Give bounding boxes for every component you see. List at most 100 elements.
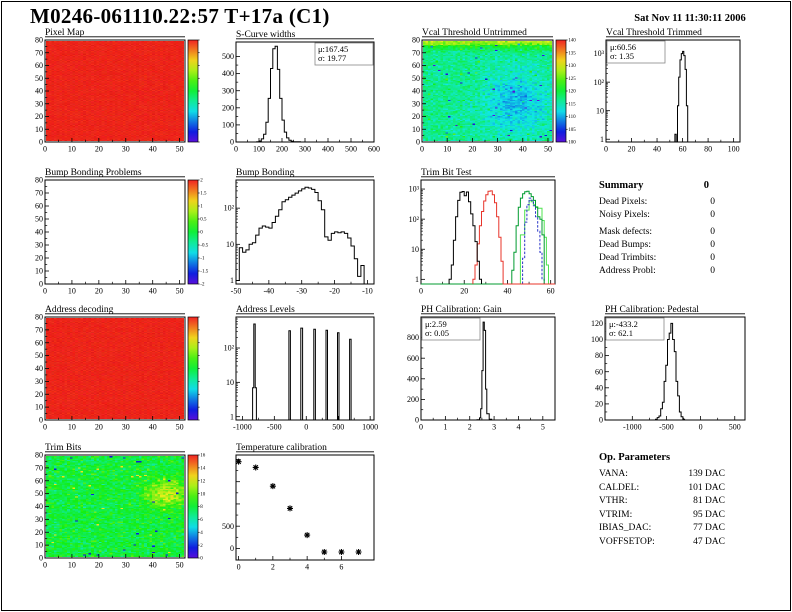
svg-text:10: 10	[412, 125, 420, 134]
svg-text:60: 60	[35, 61, 43, 70]
bump-bonding-chart: Bump Bonding -50 -40 -30 -20 -10 1 10 10²	[224, 168, 375, 296]
svg-text:70: 70	[35, 325, 43, 334]
svg-text:30: 30	[35, 99, 43, 108]
svg-text:500: 500	[332, 423, 344, 432]
summary-row: Address Probl: 0	[599, 265, 723, 278]
svg-text:2: 2	[200, 544, 203, 549]
svg-text:0: 0	[230, 138, 234, 147]
summary-row: Dead Pixels: 0	[599, 196, 723, 209]
colorbar	[187, 454, 199, 559]
svg-text:6: 6	[339, 563, 343, 572]
summary-row: Dead Bumps: 0	[599, 239, 723, 252]
op-parameters-title: Op. Parameters	[599, 452, 671, 463]
svg-text:1000: 1000	[362, 423, 378, 432]
svg-text:0: 0	[415, 416, 419, 425]
op-row-value: 81 DAC	[693, 496, 725, 506]
svg-text:0.5: 0.5	[200, 218, 207, 223]
svg-text:-1000: -1000	[623, 423, 642, 432]
svg-text:10²: 10²	[409, 215, 420, 224]
svg-text:10²: 10²	[594, 78, 605, 87]
svg-text:0: 0	[419, 423, 423, 432]
svg-text:0: 0	[43, 423, 47, 432]
svg-text:8: 8	[200, 505, 203, 510]
svg-text:5: 5	[541, 423, 545, 432]
chart-title: Bump Bonding	[236, 168, 295, 178]
svg-text:1.5: 1.5	[200, 192, 207, 197]
svg-text:20: 20	[35, 254, 43, 263]
svg-text:10: 10	[68, 561, 76, 570]
svg-text:30: 30	[122, 145, 130, 154]
vcal-untrimmed-heatmap	[423, 41, 552, 141]
stat-sigma: σ: 1.35	[610, 51, 634, 61]
scatter-point	[235, 458, 242, 465]
svg-text:6: 6	[200, 518, 203, 523]
svg-text:40: 40	[519, 145, 527, 154]
address-decoding-heatmap	[46, 318, 184, 419]
op-row-label: VTHR:	[599, 496, 628, 506]
svg-text:40: 40	[653, 145, 661, 154]
svg-text:0: 0	[43, 561, 47, 570]
histogram-series	[476, 321, 493, 421]
svg-text:30: 30	[35, 515, 43, 524]
svg-text:115: 115	[568, 102, 576, 107]
svg-text:300: 300	[299, 145, 311, 154]
chart-title: PH Calibration: Gain	[421, 305, 502, 315]
op-row-label: CALDEL:	[599, 482, 640, 493]
histogram-series	[256, 45, 303, 143]
svg-text:20: 20	[95, 145, 103, 154]
op-row-value: 139 DAC	[688, 469, 725, 479]
svg-text:10: 10	[68, 423, 76, 432]
colorbar	[187, 39, 199, 143]
op-parameters-panel: Op. Parameters VANA: 139 DAC CALDEL: 101 DA…	[599, 452, 731, 549]
svg-text:50: 50	[176, 287, 184, 296]
svg-text:20: 20	[595, 400, 603, 409]
stats-box: μ:60.56σ: 1.35	[606, 40, 666, 64]
svg-text:2: 2	[468, 423, 472, 432]
svg-text:0: 0	[604, 145, 608, 154]
op-row-label: IBIAS_DAC:	[599, 523, 652, 533]
temp-calibration-chart: Temperature calibration 0 2 4 6 0 500	[222, 443, 375, 572]
svg-text:100: 100	[728, 145, 740, 154]
op-row-label: VANA:	[599, 469, 628, 479]
svg-text:0: 0	[39, 138, 43, 147]
stats-box: μ:-433.2σ: 62.1	[605, 317, 665, 341]
plot-frame	[604, 316, 746, 421]
svg-text:10: 10	[226, 240, 234, 249]
svg-text:100: 100	[253, 145, 265, 154]
trim-bit-test-chart: Trim Bit Test 0 20 40 60 1 10 10² 10³	[409, 168, 556, 296]
plot-frame	[421, 39, 554, 143]
svg-text:80: 80	[35, 451, 43, 460]
plot-frame	[44, 39, 186, 143]
svg-text:1: 1	[230, 412, 234, 421]
svg-text:40: 40	[35, 87, 43, 96]
svg-text:1: 1	[443, 423, 447, 432]
svg-text:0: 0	[420, 145, 424, 154]
scatter-point	[269, 483, 276, 490]
stat-mu: μ:60.56	[610, 42, 636, 52]
svg-text:-500: -500	[267, 423, 282, 432]
svg-text:30: 30	[35, 377, 43, 386]
svg-text:0: 0	[419, 287, 423, 296]
histogram-series	[655, 322, 686, 420]
svg-text:20: 20	[460, 287, 468, 296]
svg-text:70: 70	[35, 48, 43, 57]
pixel-map-chart: Pixel Map 0 10 20 30 40 50 0 10 20 30 40 50 60 70 80	[35, 28, 200, 154]
op-row-label: VTRIM:	[599, 509, 633, 520]
plot-frame	[420, 179, 556, 285]
chart-title: Address Levels	[236, 305, 295, 315]
svg-text:20: 20	[35, 112, 43, 121]
svg-text:30: 30	[494, 145, 502, 154]
svg-text:50: 50	[176, 145, 184, 154]
chart-title: Trim Bits	[45, 443, 82, 453]
svg-text:50: 50	[176, 561, 184, 570]
svg-text:-1.5: -1.5	[200, 270, 208, 275]
svg-text:2: 2	[271, 563, 275, 572]
svg-text:80: 80	[35, 313, 43, 322]
svg-text:50: 50	[412, 74, 420, 83]
svg-text:50: 50	[176, 423, 184, 432]
chart-title: Pixel Map	[45, 28, 85, 38]
stat-mu: μ:167.45	[318, 44, 348, 54]
svg-text:10²: 10²	[224, 204, 235, 213]
